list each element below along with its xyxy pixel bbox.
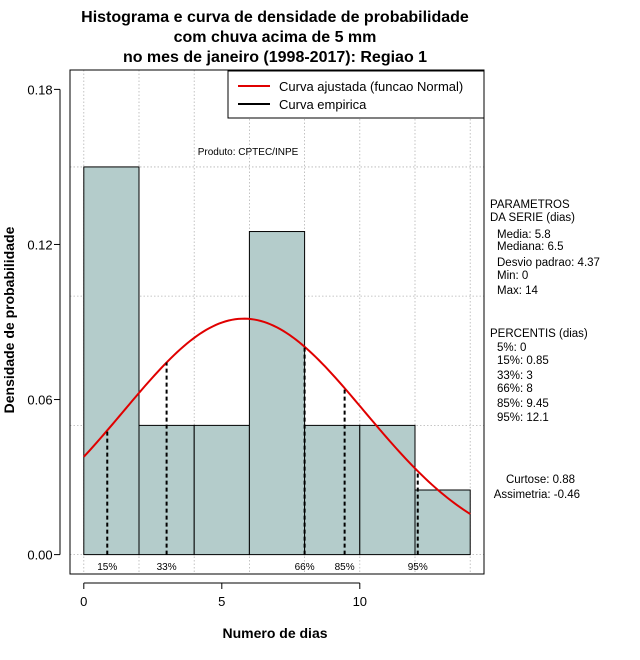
normal-curve (83, 317, 471, 515)
axes: 0 5 10 0.00 0.06 0.12 0.18 (27, 82, 367, 609)
side-panel: PARAMETROS DA SERIE (dias) Media: 5.8 Me… (490, 199, 600, 501)
x-tick-label: 0 (80, 594, 87, 609)
y-axis-label: Densidade de probabilidade (1, 226, 17, 413)
percentil-5: 5%: 0 (497, 342, 526, 354)
title-line-2: com chuva acima de 5 mm (174, 29, 377, 46)
y-tick-label: 0.00 (27, 548, 52, 563)
histogram-bar (304, 424, 361, 556)
histogram-bar (359, 424, 416, 556)
y-tick-label: 0.06 (27, 393, 52, 408)
chart-title: Histograma e curva de densidade de proba… (81, 9, 469, 66)
percentil-66: 66%: 8 (497, 383, 533, 395)
x-tick-label: 5 (218, 594, 225, 609)
histogram-bars (83, 166, 471, 556)
param-min: Min: 0 (497, 270, 528, 282)
percentile-label: 33% (157, 562, 177, 573)
percentil-95: 95%: 12.1 (497, 412, 549, 424)
title-line-3: no mes de janeiro (1998-2017): Regiao 1 (123, 49, 427, 66)
x-axis-label: Numero de dias (222, 625, 327, 641)
plot-frame (69, 69, 485, 575)
percentile-label: 66% (295, 562, 315, 573)
percentil-33: 33%: 3 (497, 370, 533, 382)
y-tick-label: 0.12 (27, 237, 52, 252)
assimetria-value: Assimetria: -0.46 (494, 489, 580, 501)
percentile-lines: 15% 33% 66% 85% 95% (97, 346, 428, 573)
param-media: Media: 5.8 (497, 229, 551, 241)
param-header-1: PARAMETROS (490, 199, 570, 211)
param-header-2: DA SERIE (dias) (490, 212, 575, 224)
param-desvio: Desvio padrao: 4.37 (497, 257, 600, 269)
legend-label-normal: Curva ajustada (funcao Normal) (279, 79, 463, 94)
curtose-value: Curtose: 0.88 (506, 474, 575, 486)
normal-curve-line (83, 317, 471, 515)
percentil-85: 85%: 9.45 (497, 398, 549, 410)
param-mediana: Mediana: 6.5 (497, 241, 564, 253)
source-note: Produto: CPTEC/INPE (198, 147, 299, 158)
x-tick-label: 10 (353, 594, 367, 609)
percentile-label: 15% (97, 562, 117, 573)
percentile-label: 95% (408, 562, 428, 573)
title-line-1: Histograma e curva de densidade de proba… (81, 9, 469, 26)
legend: Curva ajustada (funcao Normal) Curva emp… (227, 70, 485, 119)
histogram-bar (248, 231, 306, 556)
percentil-15: 15%: 0.85 (497, 355, 549, 367)
y-tick-label: 0.18 (27, 82, 52, 97)
legend-label-empirica: Curva empirica (279, 97, 367, 112)
histogram-bar (193, 424, 250, 556)
legend-box (227, 70, 485, 119)
histogram-bar (83, 166, 140, 556)
percentile-label: 85% (335, 562, 355, 573)
histogram-bar (414, 489, 471, 556)
percentis-header: PERCENTIS (dias) (490, 328, 588, 340)
param-max: Max: 14 (497, 285, 539, 297)
